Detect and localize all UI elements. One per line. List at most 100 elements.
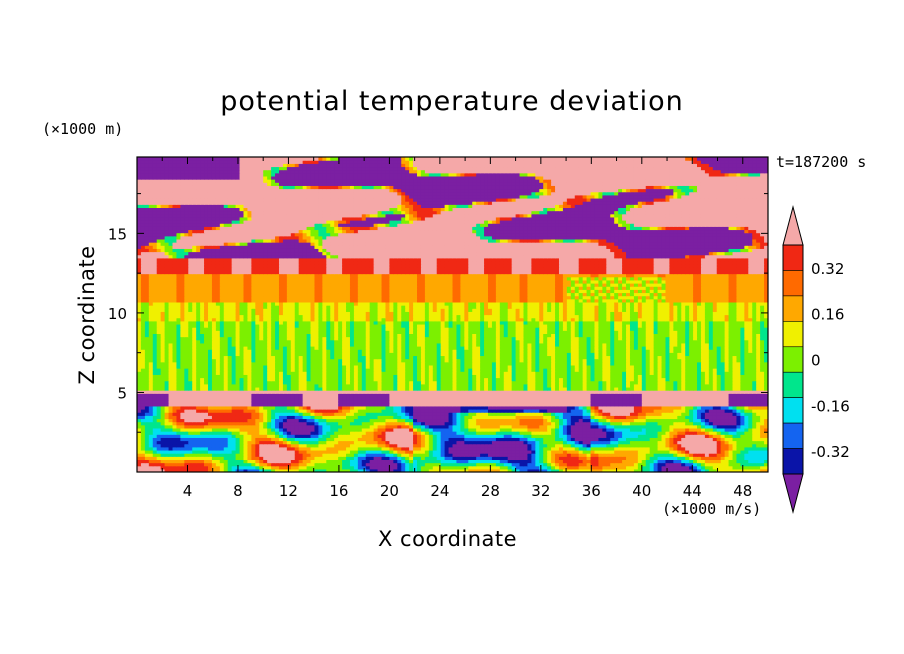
contour-cell — [342, 440, 347, 445]
contour-cell — [598, 380, 603, 385]
contour-cell — [468, 402, 473, 407]
contour-cell — [330, 431, 335, 435]
contour-cell — [373, 418, 379, 423]
contour-cell — [140, 434, 146, 438]
contour-cell — [724, 468, 730, 472]
contour-cell — [527, 424, 532, 429]
contour-cell — [697, 415, 702, 420]
contour-cell — [558, 421, 564, 426]
contour-cell — [503, 456, 509, 460]
contour-cell — [685, 449, 690, 454]
contour-cell — [200, 386, 205, 391]
contour-cell — [342, 434, 347, 438]
contour-cell — [732, 468, 738, 472]
contour-cell — [677, 383, 682, 388]
contour-cell — [578, 437, 584, 442]
contour-cell — [322, 443, 327, 448]
contour-cell — [424, 412, 430, 416]
contour-cell — [728, 431, 734, 435]
contour-cell — [539, 440, 544, 445]
contour-cell — [562, 456, 568, 460]
contour-cell — [349, 396, 355, 401]
contour-cell — [322, 390, 327, 394]
contour-cell — [700, 399, 706, 404]
contour-cell — [401, 390, 406, 394]
contour-cell — [547, 424, 552, 429]
contour-cell — [507, 440, 513, 445]
contour-cell — [156, 412, 162, 416]
contour-cell — [590, 443, 596, 448]
contour-cell — [649, 468, 655, 472]
contour-cell — [626, 453, 631, 457]
contour-cell — [235, 443, 241, 448]
contour-cell — [318, 427, 323, 432]
contour-cell — [602, 462, 607, 467]
contour-cell — [322, 446, 327, 451]
contour-cell — [156, 421, 162, 426]
contour-cell — [519, 431, 525, 435]
contour-cell — [487, 434, 493, 438]
contour-cell — [712, 405, 718, 410]
contour-cell — [211, 462, 217, 467]
contour-cell — [626, 405, 631, 410]
contour-cell — [137, 412, 142, 416]
contour-cell — [728, 456, 734, 460]
contour-cell — [373, 462, 379, 467]
contour-cell — [385, 383, 390, 388]
contour-cell — [294, 465, 300, 470]
contour-cell — [491, 374, 497, 379]
contour-cell — [349, 393, 355, 397]
contour-cell — [215, 396, 221, 401]
contour-cell — [641, 396, 647, 401]
contour-cell — [606, 374, 611, 379]
contour-cell — [476, 418, 481, 423]
contour-cell — [168, 396, 174, 401]
contour-cell — [365, 434, 371, 438]
contour-cell — [302, 465, 308, 470]
contour-cell — [243, 371, 249, 375]
contour-cell — [491, 468, 497, 472]
contour-cell — [365, 409, 371, 413]
contour-cell — [204, 424, 209, 429]
contour-cell — [681, 462, 686, 467]
contour-cell — [539, 434, 544, 438]
contour-cell — [278, 440, 284, 445]
contour-cell — [393, 421, 398, 426]
contour-cell — [456, 443, 461, 448]
contour-cell — [472, 390, 477, 394]
contour-cell — [598, 377, 603, 382]
contour-cell — [499, 456, 505, 460]
contour-cell — [215, 427, 221, 432]
contour-cell — [290, 415, 296, 420]
contour-cell — [511, 434, 517, 438]
chart-title: potential temperature deviation — [220, 86, 684, 117]
contour-cell — [306, 462, 312, 467]
contour-cell — [476, 459, 481, 464]
contour-cell — [626, 380, 631, 385]
contour-cell — [405, 380, 410, 385]
contour-cell — [578, 380, 584, 385]
contour-cell — [144, 459, 150, 464]
contour-cell — [480, 377, 485, 382]
contour-cell — [361, 434, 367, 438]
contour-cell — [582, 456, 588, 460]
contour-cell — [606, 383, 611, 388]
contour-cell — [499, 393, 505, 397]
contour-cell — [137, 459, 142, 464]
contour-cell — [428, 446, 434, 451]
contour-cell — [251, 412, 256, 416]
contour-cell — [618, 440, 623, 445]
contour-cell — [665, 415, 670, 420]
contour-cell — [377, 421, 383, 426]
contour-cell — [653, 427, 659, 432]
contour-cell — [428, 409, 434, 413]
contour-cell — [361, 402, 367, 407]
contour-cell — [381, 418, 387, 423]
contour-cell — [235, 396, 241, 401]
contour-cell — [278, 386, 284, 391]
contour-cell — [275, 453, 280, 457]
contour-cell — [610, 434, 615, 438]
contour-cell — [484, 462, 489, 467]
contour-cell — [712, 456, 718, 460]
contour-cell — [204, 437, 209, 442]
